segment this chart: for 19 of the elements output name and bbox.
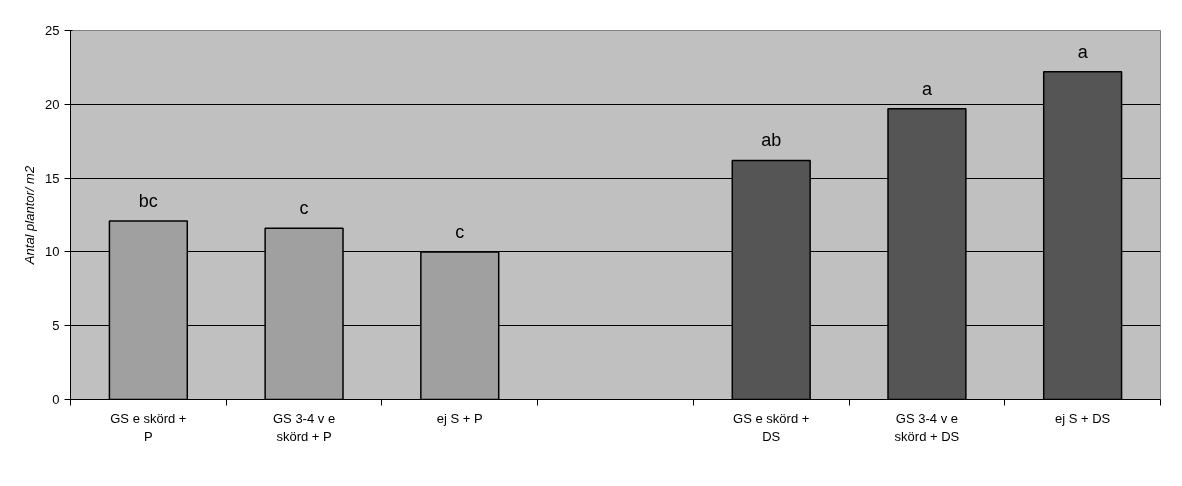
annotation: ab bbox=[761, 130, 782, 151]
annotation: c bbox=[299, 198, 309, 219]
x-tick-label: ej S + DS bbox=[1055, 410, 1111, 426]
x-tick-label: GS e skörd + P bbox=[110, 410, 187, 444]
annotation: a bbox=[921, 78, 933, 99]
y-tick-label: 0 bbox=[52, 392, 60, 407]
x-tick-label: ej S + P bbox=[436, 410, 483, 426]
annotation: c bbox=[455, 221, 465, 242]
y-tick-label: 10 bbox=[45, 244, 60, 260]
y-tick-label: 20 bbox=[45, 96, 60, 112]
x-tick-label: GS 3-4 v e skörd + DS bbox=[894, 410, 960, 444]
y-tick-label: 15 bbox=[45, 170, 60, 186]
y-tick-label: 5 bbox=[52, 318, 60, 334]
y-tick-label: 25 bbox=[45, 23, 60, 38]
annotation: bc bbox=[138, 190, 158, 211]
y-axis-title: Antal plantor/ m2 bbox=[22, 165, 38, 266]
annotation: a bbox=[1077, 41, 1089, 62]
x-tick-label: GS 3-4 v e skörd + P bbox=[273, 410, 336, 444]
x-tick-label: GS e skörd + DS bbox=[733, 410, 810, 444]
